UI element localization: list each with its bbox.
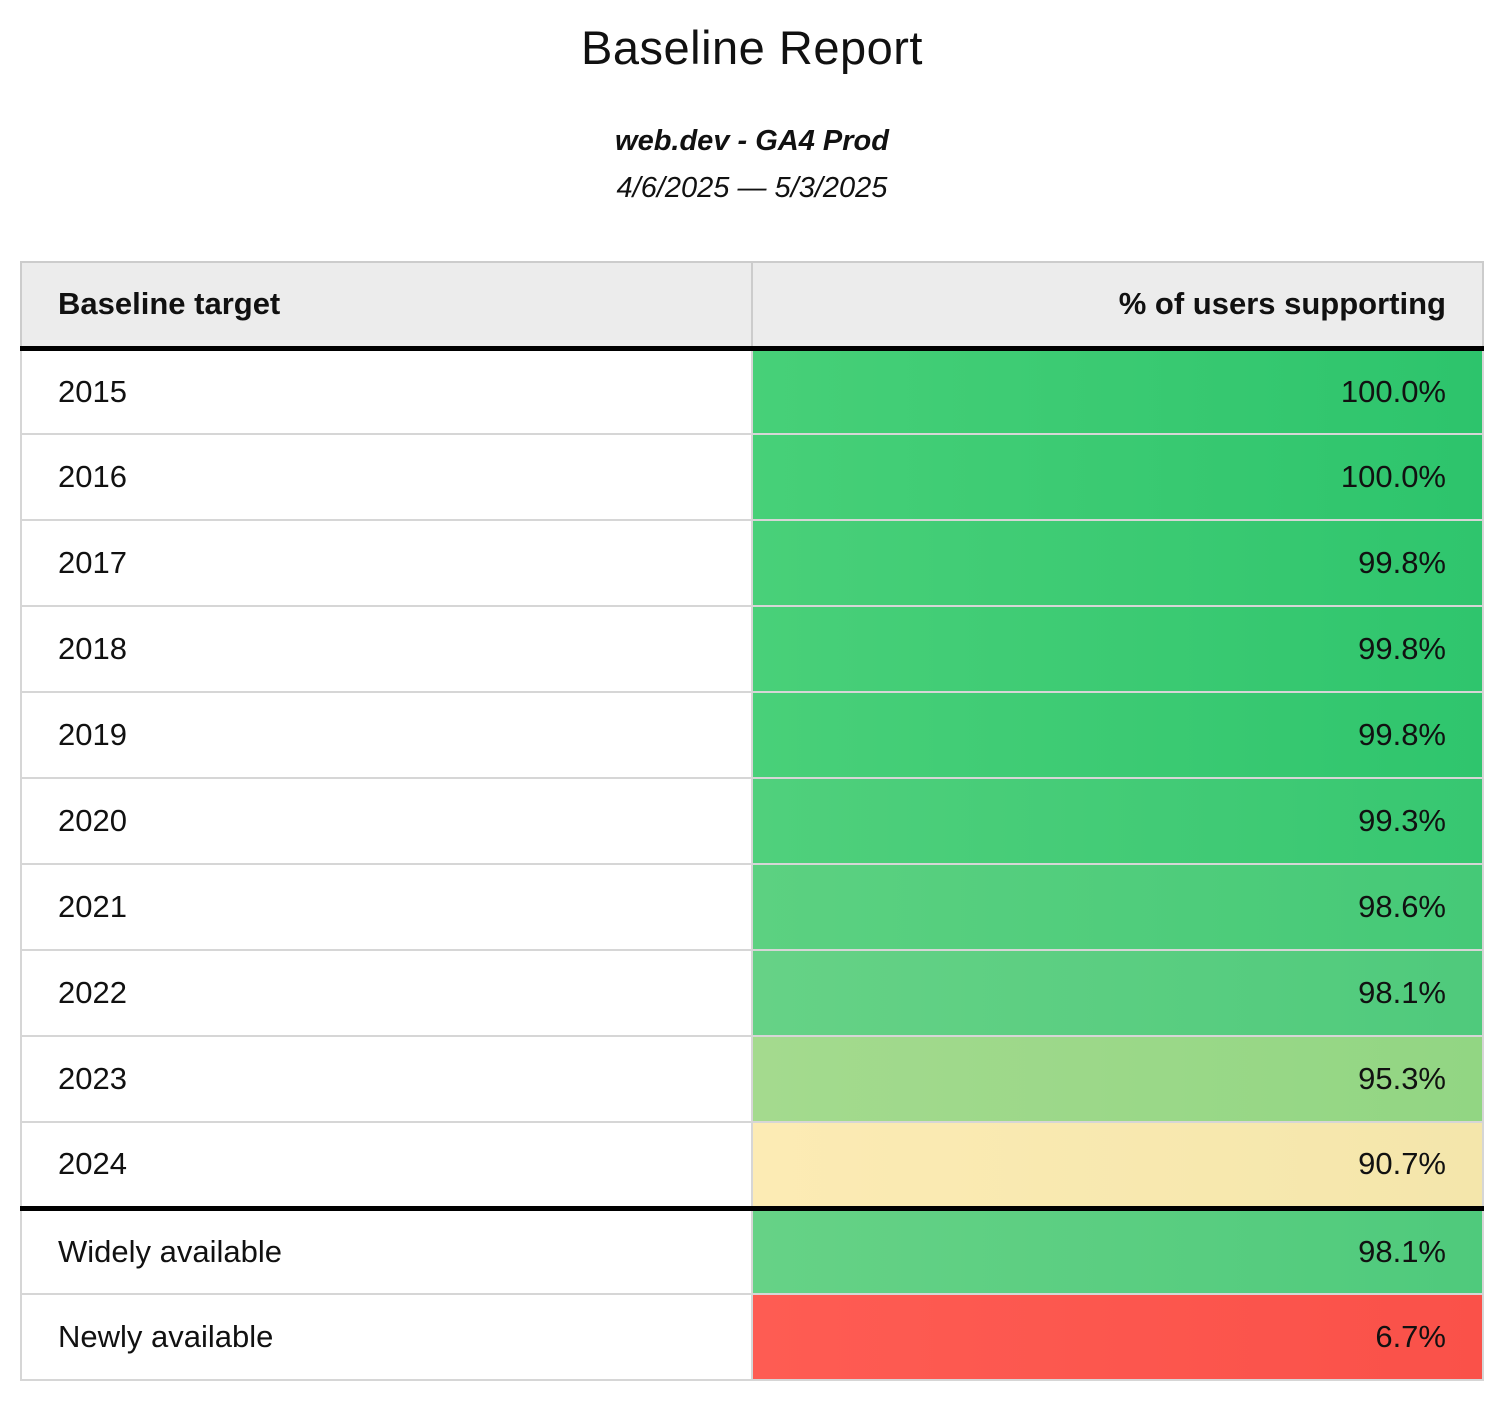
baseline-target-cell: 2023: [20, 1035, 753, 1123]
report-subtitle: web.dev - GA4 Prod: [615, 125, 889, 157]
baseline-target-cell: 2019: [20, 691, 753, 779]
baseline-report-page: Baseline Report web.dev - GA4 Prod 4/6/2…: [0, 20, 1504, 1381]
baseline-support-table: Baseline target % of users supporting 20…: [20, 261, 1484, 1381]
table-row: 2021 98.6%: [20, 863, 1484, 951]
table-row: 2023 95.3%: [20, 1035, 1484, 1123]
table-row: 2016 100.0%: [20, 433, 1484, 521]
percent-supporting-cell: 99.3%: [751, 777, 1484, 865]
baseline-target-cell: 2018: [20, 605, 753, 693]
baseline-target-cell: 2021: [20, 863, 753, 951]
table-row: 2018 99.8%: [20, 605, 1484, 693]
percent-supporting-cell: 98.6%: [751, 863, 1484, 951]
page-title: Baseline Report: [581, 21, 923, 74]
baseline-target-cell: 2022: [20, 949, 753, 1037]
baseline-target-cell: 2017: [20, 519, 753, 607]
baseline-target-cell: Widely available: [20, 1205, 753, 1295]
table-header-row: Baseline target % of users supporting: [20, 261, 1484, 351]
table-row: 2017 99.8%: [20, 519, 1484, 607]
percent-supporting-cell: 100.0%: [751, 347, 1484, 435]
baseline-target-cell: 2016: [20, 433, 753, 521]
table-row: Newly available 6.7%: [20, 1293, 1484, 1381]
column-header-percent-users-supporting: % of users supporting: [751, 261, 1484, 351]
table-row: 2022 98.1%: [20, 949, 1484, 1037]
percent-supporting-cell: 98.1%: [751, 949, 1484, 1037]
percent-supporting-cell: 90.7%: [751, 1121, 1484, 1209]
percent-supporting-cell: 99.8%: [751, 605, 1484, 693]
table-row: 2015 100.0%: [20, 347, 1484, 435]
percent-supporting-cell: 99.8%: [751, 519, 1484, 607]
percent-supporting-cell: 95.3%: [751, 1035, 1484, 1123]
baseline-target-cell: 2024: [20, 1121, 753, 1209]
baseline-target-cell: 2015: [20, 347, 753, 435]
percent-supporting-cell: 98.1%: [751, 1205, 1484, 1295]
table-row: 2019 99.8%: [20, 691, 1484, 779]
percent-supporting-cell: 99.8%: [751, 691, 1484, 779]
table-row: 2024 90.7%: [20, 1121, 1484, 1209]
percent-supporting-cell: 100.0%: [751, 433, 1484, 521]
table-row: 2020 99.3%: [20, 777, 1484, 865]
percent-supporting-cell: 6.7%: [751, 1293, 1484, 1381]
table-row: Widely available 98.1%: [20, 1205, 1484, 1295]
column-header-baseline-target: Baseline target: [20, 261, 753, 351]
baseline-target-cell: Newly available: [20, 1293, 753, 1381]
report-date-range: 4/6/2025 — 5/3/2025: [616, 172, 888, 204]
baseline-target-cell: 2020: [20, 777, 753, 865]
